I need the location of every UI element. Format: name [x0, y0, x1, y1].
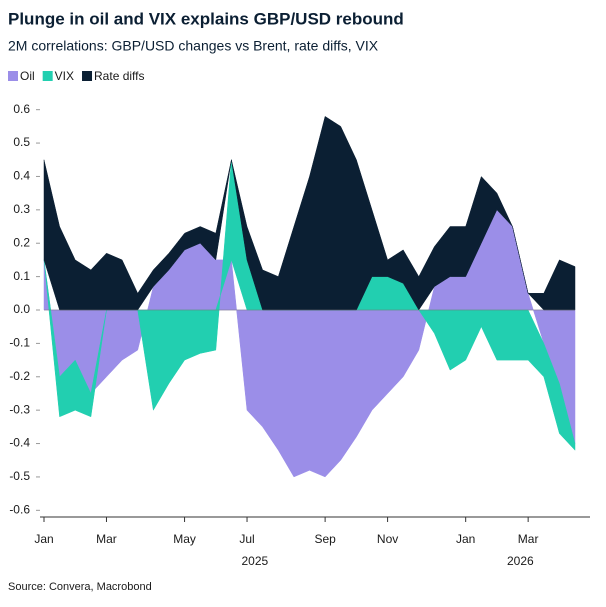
year-label: 2026 — [507, 554, 534, 568]
x-tick-label: Jan — [456, 532, 475, 546]
y-tick-label: 0.4 — [13, 169, 30, 183]
y-tick-label: -0.3 — [9, 402, 30, 416]
y-tick-label: 0.3 — [13, 202, 30, 216]
y-tick-label: 0.2 — [13, 235, 30, 249]
chart-title: Plunge in oil and VIX explains GBP/USD r… — [8, 9, 404, 28]
legend-label: Rate diffs — [94, 69, 144, 83]
legend-label: VIX — [55, 69, 74, 83]
year-label: 2025 — [241, 554, 268, 568]
x-tick-label: Jul — [239, 532, 254, 546]
x-tick-label: Sep — [314, 532, 336, 546]
legend-swatch — [42, 71, 53, 81]
area — [43, 159, 576, 451]
y-tick-label: 0.5 — [13, 135, 30, 149]
x-tick-label: May — [173, 532, 196, 546]
y-tick-label: 0.6 — [13, 102, 30, 116]
x-tick-label: Nov — [377, 532, 398, 546]
y-tick-label: -0.2 — [9, 369, 30, 383]
x-tick-label: Mar — [518, 532, 539, 546]
source: Source: Convera, Macrobond — [8, 581, 152, 593]
y-tick-label: -0.6 — [9, 502, 30, 516]
legend-swatch — [8, 71, 18, 81]
y-tick-label: -0.5 — [9, 469, 30, 483]
y-tick-label: 0.0 — [13, 302, 30, 316]
x-tick-label: Jan — [34, 532, 53, 546]
chart-subtitle: 2M correlations: GBP/USD changes vs Bren… — [8, 38, 379, 54]
y-tick-label: -0.4 — [9, 436, 30, 450]
y-tick-label: 0.1 — [13, 269, 30, 283]
legend-swatch — [82, 71, 93, 81]
y-tick-label: -0.1 — [9, 336, 30, 350]
x-tick-label: Mar — [96, 532, 117, 546]
legend-label: Oil — [20, 69, 35, 83]
